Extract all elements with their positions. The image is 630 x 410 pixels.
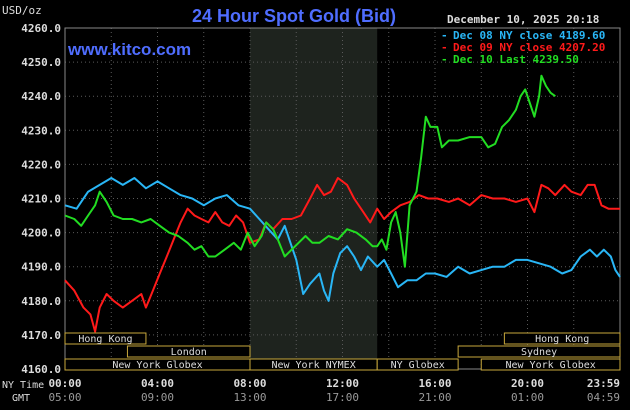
- session-bar: [64, 332, 147, 345]
- session-label: Sydney: [521, 347, 557, 358]
- session-label: Hong Kong: [535, 334, 589, 345]
- chart-grid: [64, 27, 621, 370]
- x-tick-label-gmt: 17:00: [326, 391, 359, 404]
- session-label: New York Globex: [112, 360, 202, 371]
- x-tick-label-gmt: 01:00: [511, 391, 544, 404]
- y-tick-label: 4160.0: [21, 363, 61, 376]
- session-bar: [376, 358, 459, 371]
- x-tick-label-ny: 16:00: [418, 377, 451, 390]
- kitco-watermark: www.kitco.com: [67, 40, 191, 59]
- legend-dec10: Dec 10 Last 4239.50: [453, 53, 579, 66]
- x-tick-label-ny: 23:59: [587, 377, 620, 390]
- chart-legend: - Dec 08 NY close 4189.60 - Dec 09 NY cl…: [441, 29, 605, 66]
- session-label: Hong Kong: [78, 334, 132, 345]
- x-tick-label-ny: 00:00: [48, 377, 81, 390]
- session-label: New York NYMEX: [271, 360, 355, 371]
- y-tick-label: 4170.0: [21, 329, 61, 342]
- y-tick-label: 4190.0: [21, 261, 61, 274]
- session-label: New York Globex: [505, 360, 595, 371]
- y-tick-label: 4240.0: [21, 90, 61, 103]
- legend-dec08: Dec 08 NY close 4189.60: [453, 29, 605, 42]
- series-layer: [64, 74, 621, 333]
- y-tick-label: 4220.0: [21, 158, 61, 171]
- y-tick-label: 4250.0: [21, 56, 61, 69]
- y-tick-label: 4230.0: [21, 124, 61, 137]
- session-bar: [480, 358, 621, 371]
- x-tick-label-ny: 12:00: [326, 377, 359, 390]
- legend-dec10-marker: -: [441, 53, 448, 66]
- x-tick-label-gmt: 13:00: [233, 391, 266, 404]
- session-bar: [126, 345, 251, 358]
- y-tick-label: 4210.0: [21, 193, 61, 206]
- legend-dec09: Dec 09 NY close 4207.20: [453, 41, 605, 54]
- session-bars: Hong Kong London New York Globex New York N…: [64, 332, 621, 371]
- currency-label: USD/oz: [2, 4, 42, 17]
- ny-time-label: NY Time: [2, 380, 44, 391]
- session-label: NY Globex: [391, 360, 445, 371]
- x-tick-label-gmt: 05:00: [48, 391, 81, 404]
- x-tick-label-gmt: 09:00: [141, 391, 174, 404]
- session-label: London: [171, 347, 207, 358]
- session-bar: [503, 332, 621, 345]
- session-bar: [457, 345, 621, 358]
- y-tick-label: 4260.0: [21, 22, 61, 35]
- y-tick-label: 4200.0: [21, 227, 61, 240]
- chart-title: 24 Hour Spot Gold (Bid): [192, 6, 396, 26]
- legend-dec09-marker: -: [441, 41, 448, 54]
- y-axis-ticks: 4260.0 4250.0 4240.0 4230.0 4220.0 4210.0 4200…: [21, 22, 61, 376]
- x-tick-label-gmt: 21:00: [418, 391, 451, 404]
- x-tick-label-ny: 20:00: [511, 377, 544, 390]
- x-tick-label-ny: 04:00: [141, 377, 174, 390]
- gmt-label: GMT: [12, 393, 30, 404]
- legend-dec08-marker: -: [441, 29, 448, 42]
- x-tick-label-ny: 08:00: [233, 377, 266, 390]
- chart-date: December 10, 2025 20:18: [447, 13, 599, 26]
- x-axis-ticks: 00:00 04:00 08:00 12:00 16:00 20:00 23:59 05:00…: [48, 377, 620, 404]
- x-tick-label-gmt: 04:59: [587, 391, 620, 404]
- y-tick-label: 4180.0: [21, 295, 61, 308]
